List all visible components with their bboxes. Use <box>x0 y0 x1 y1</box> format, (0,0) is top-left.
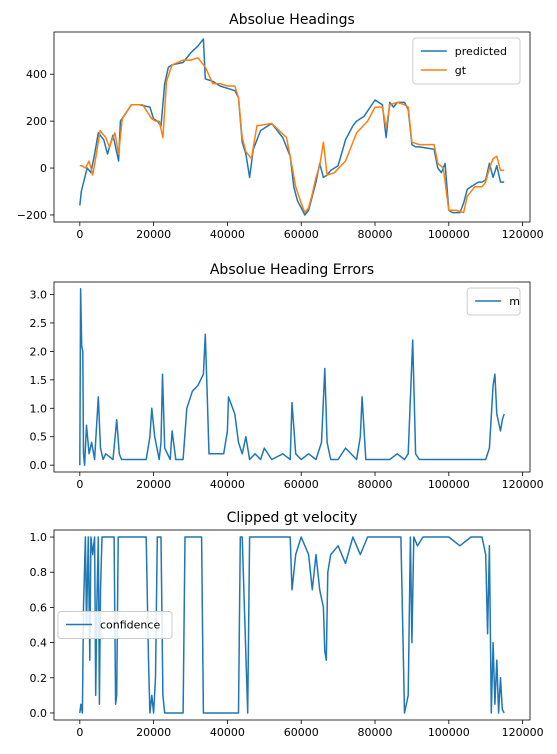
y-tick-label: 2.0 <box>30 345 48 358</box>
x-tick-label: 20000 <box>136 478 171 491</box>
legend-label-predicted: predicted <box>455 45 507 58</box>
y-tick-label: −200 <box>17 209 47 222</box>
legend: m <box>467 288 520 315</box>
y-tick-label: 0.6 <box>30 601 48 614</box>
y-tick-label: 0 <box>40 162 47 175</box>
legend-label-m: m <box>509 295 520 308</box>
chart-title: Clipped gt velocity <box>227 510 358 526</box>
x-tick-label: 40000 <box>210 726 245 739</box>
x-tick-label: 20000 <box>136 228 171 241</box>
x-tick-label: 0 <box>76 478 83 491</box>
x-tick-label: 60000 <box>284 478 319 491</box>
chart-panel-2: Absolue Heading Errors 0 20000 40000 60000 80… <box>30 262 544 491</box>
y-tick-label: 0.0 <box>30 707 48 720</box>
x-tick-label: 120000 <box>502 228 544 241</box>
x-tick-label: 120000 <box>502 726 544 739</box>
y-tick-label: 0.2 <box>30 672 48 685</box>
x-tick-label: 0 <box>76 726 83 739</box>
x-tick-label: 100000 <box>428 478 470 491</box>
y-tick-label: 1.0 <box>30 531 48 544</box>
x-tick-label: 100000 <box>428 726 470 739</box>
y-tick-label: 1.5 <box>30 374 48 387</box>
legend: predicted gt <box>413 38 520 84</box>
y-tick-label: 200 <box>26 115 47 128</box>
y-tick-label: 0.0 <box>30 459 48 472</box>
x-tick-label: 0 <box>76 228 83 241</box>
legend: confidence <box>58 612 172 639</box>
y-tick-label: 2.5 <box>30 317 48 330</box>
plot-frame <box>54 282 530 472</box>
x-tick-label: 60000 <box>284 726 319 739</box>
series-line-m <box>80 289 504 465</box>
chart-panel-3: Clipped gt velocity 0 20000 40000 60000 80000… <box>30 510 544 739</box>
x-tick-label: 80000 <box>358 228 393 241</box>
y-tick-label: 1.0 <box>30 402 48 415</box>
y-tick-label: 3.0 <box>30 289 48 302</box>
x-tick-label: 120000 <box>502 478 544 491</box>
x-tick-label: 40000 <box>210 478 245 491</box>
y-tick-label: 0.4 <box>30 637 48 650</box>
y-tick-label: 0.8 <box>30 566 48 579</box>
chart-title: Absolue Headings <box>229 12 355 28</box>
x-tick-label: 40000 <box>210 228 245 241</box>
x-tick-label: 80000 <box>358 726 393 739</box>
x-tick-label: 100000 <box>428 228 470 241</box>
x-tick-label: 60000 <box>284 228 319 241</box>
x-tick-label: 80000 <box>358 478 393 491</box>
chart-panel-1: Absolue Headings 0 20000 40000 60000 80000 100… <box>17 12 544 241</box>
x-tick-label: 20000 <box>136 726 171 739</box>
y-tick-label: 400 <box>26 68 47 81</box>
chart-title: Absolue Heading Errors <box>210 262 374 278</box>
y-tick-label: 0.5 <box>30 431 48 444</box>
legend-label-confidence: confidence <box>100 619 160 632</box>
legend-label-gt: gt <box>455 64 467 77</box>
